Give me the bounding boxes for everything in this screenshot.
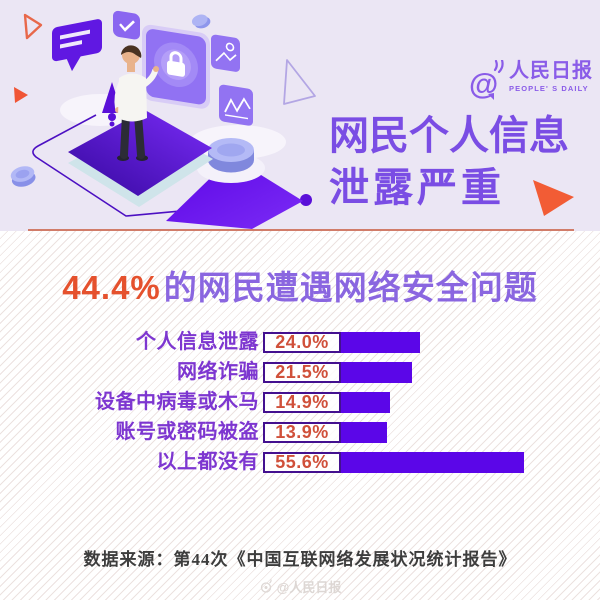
category-label: 网络诈骗 [177,361,259,383]
category-label: 以上都没有 [156,451,259,473]
bar [341,422,387,443]
chart-row: 设备中病毒或木马 14.9% [0,392,600,413]
chart-section: 44.4%的网民遭遇网络安全问题 个人信息泄露 24.0% 网络诈骗 21.5% 设备中… [0,231,600,600]
orange-triangle-icon [14,87,28,103]
divider-line [28,229,574,231]
chart-row: 个人信息泄露 24.0% [0,332,600,353]
megaphone-at-icon: @ [469,60,504,101]
category-label: 账号或密码被盗 [115,421,259,443]
photo-icon [225,42,235,52]
category-label: 设备中病毒或木马 [95,391,259,413]
cylinder-coin [197,138,265,183]
logo-name-cn: 人民日报 [509,60,593,82]
lock-icon [167,51,185,77]
photo-tile [211,34,240,72]
bar-chart: 个人信息泄露 24.0% 网络诈骗 21.5% 设备中病毒或木马 14.9% 账号或密码被盗… [0,332,600,482]
watermark: @人民日报 [0,577,600,596]
headline: 44.4%的网民遭遇网络安全问题 [0,261,600,309]
lock-screen [142,24,210,109]
wire-node [300,194,312,206]
triangle-outline-icon [23,13,43,40]
value-box: 13.9% [263,422,341,443]
check-icon [119,20,135,32]
value-box: 14.9% [263,392,341,413]
flat-diamond [166,157,303,229]
bar [341,452,524,473]
value-box: 55.6% [263,452,341,473]
chart-tile [219,84,253,126]
value-box: 24.0% [263,332,341,353]
triangle-outline-icon [283,59,316,105]
title-line1: 网民个人信息 [329,114,569,158]
hero-section: @ 人民日报 PEOPLE' S DAILY 网民个人信息 泄露严重 [0,0,600,231]
coin-icon [10,166,36,187]
bar [341,332,420,353]
chart-row: 以上都没有 55.6% [0,452,600,473]
chart-row: 账号或密码被盗 13.9% [0,422,600,443]
weibo-icon [260,579,272,593]
page-title: 网民个人信息 泄露严重 [329,110,569,214]
coin-icon [191,14,211,29]
category-label: 个人信息泄露 [136,331,259,353]
chart-row: 网络诈骗 21.5% [0,362,600,383]
wire-outline [32,114,301,217]
title-line2: 泄露严重 [329,166,505,210]
standing-person [114,45,159,161]
headline-text: 的网民遭遇网络安全问题 [163,269,538,306]
bar [341,392,390,413]
watermark-text: @人民日报 [276,580,342,595]
isometric-illustration [10,10,316,229]
bar [341,362,412,383]
peoples-daily-logo: @ 人民日报 PEOPLE' S DAILY [468,60,593,102]
play-triangle-icon [533,180,574,216]
headline-stat: 44.4% [62,269,161,306]
value-box: 21.5% [263,362,341,383]
source-line: 数据来源：第44次《中国互联网络发展状况统计报告》 [83,550,517,569]
check-tile [113,10,140,40]
line-chart-icon [224,97,251,113]
speech-bubble-icon [52,19,102,72]
logo-name-en: PEOPLE' S DAILY [509,84,589,93]
